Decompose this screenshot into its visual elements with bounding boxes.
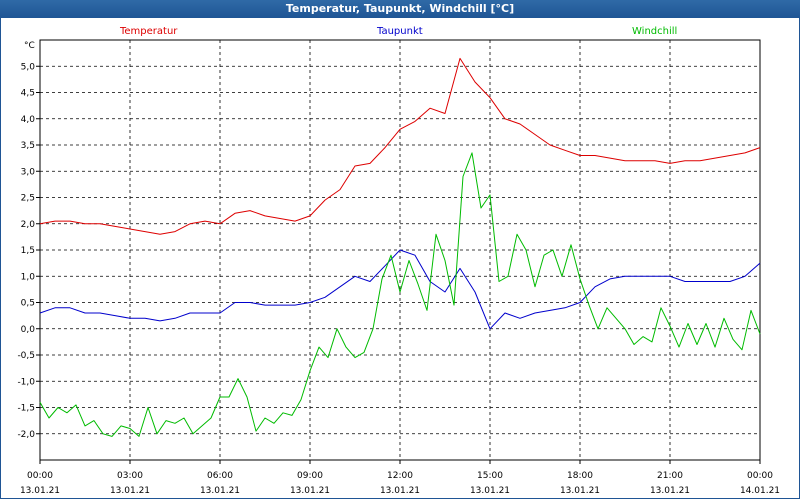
x-tick-date: 13.01.21 [200, 486, 240, 496]
x-axis-ticks: 00:00 13.01.21 03:00 13.01.21 06:00 13.01.21 0… [20, 460, 780, 496]
y-tick-label: 0,5 [21, 299, 35, 309]
x-tick-date: 13.01.21 [380, 486, 420, 496]
windchill-line [39, 152, 761, 437]
x-tick-time: 00:00 [27, 471, 53, 481]
x-tick-time: 00:00 [747, 471, 773, 481]
x-tick-date: 14.01.21 [740, 486, 780, 496]
x-tick-date: 13.01.21 [110, 486, 150, 496]
y-axis-unit-label: °C [24, 41, 35, 51]
x-tick-date: 13.01.21 [470, 486, 510, 496]
x-tick-time: 03:00 [117, 471, 143, 481]
y-tick-label: 0,0 [21, 325, 36, 335]
temperatur-line [39, 57, 761, 235]
y-tick-label: 3,5 [21, 141, 35, 151]
x-tick-date: 13.01.21 [560, 486, 600, 496]
legend-windchill: Windchill [632, 26, 677, 37]
taupunkt-line [39, 249, 761, 330]
y-tick-label: 1,5 [21, 246, 35, 256]
y-tick-label: -1,5 [17, 404, 35, 414]
y-tick-label: -1,0 [17, 377, 35, 387]
y-tick-label: 3,0 [21, 167, 36, 177]
x-tick-time: 06:00 [207, 471, 233, 481]
y-tick-label: 4,0 [21, 115, 36, 125]
x-tick-date: 13.01.21 [290, 486, 330, 496]
y-tick-label: -2,0 [17, 430, 35, 440]
y-tick-label: 2,0 [21, 220, 36, 230]
x-tick-time: 18:00 [567, 471, 593, 481]
chart-title: Temperatur, Taupunkt, Windchill [°C] [285, 2, 515, 15]
y-tick-label: 1,0 [21, 272, 36, 282]
chart-title-bar: Temperatur, Taupunkt, Windchill [°C] [0, 0, 800, 18]
x-tick-date: 13.01.21 [650, 486, 690, 496]
x-tick-time: 12:00 [387, 471, 413, 481]
y-tick-label: 4,5 [21, 89, 35, 99]
x-tick-time: 15:00 [477, 471, 503, 481]
x-tick-time: 21:00 [657, 471, 683, 481]
y-tick-label: -0,5 [17, 351, 35, 361]
x-tick-time: 09:00 [297, 471, 323, 481]
series-lines [39, 57, 761, 437]
x-tick-date: 13.01.21 [20, 486, 60, 496]
legend-taupunkt: Taupunkt [376, 26, 423, 37]
y-tick-label: 5,0 [21, 62, 36, 72]
y-tick-label: 2,5 [21, 194, 35, 204]
legend-temperatur: Temperatur [119, 26, 178, 37]
y-axis-ticks: 5,0 4,5 4,0 3,5 3,0 2,5 2,0 1,5 1,0 0,5 0,0 -0,5 -1,… [17, 62, 40, 440]
